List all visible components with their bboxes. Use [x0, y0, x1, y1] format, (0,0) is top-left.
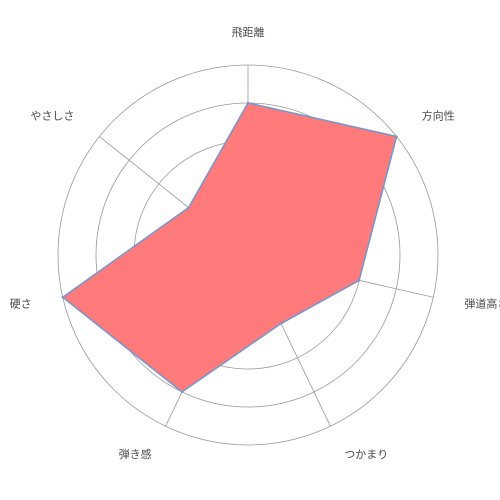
axis-label-6: やさしさ [30, 110, 74, 123]
axis-label-0: 飛距離 [232, 25, 265, 39]
axis-label-4: 弾き感 [119, 448, 152, 461]
axis-labels: 飛距離方向性弾道高さつかまり 弾き感 硬さ やさしさ [10, 25, 500, 461]
axis-label-2: 弾道高さ [464, 296, 500, 310]
axis-label-1: 方向性 [422, 109, 455, 123]
data-layer [61, 101, 398, 394]
data-point-2 [357, 279, 361, 282]
data-area [61, 102, 398, 393]
data-point-3 [279, 322, 283, 325]
axis-label-5: 硬さ [10, 297, 32, 310]
data-point-6 [187, 206, 190, 209]
data-point-1 [395, 135, 398, 138]
data-point-0 [246, 101, 250, 105]
data-point-5 [61, 296, 64, 299]
axis-label-3: つかまり [344, 448, 388, 461]
data-point-4 [180, 390, 184, 394]
